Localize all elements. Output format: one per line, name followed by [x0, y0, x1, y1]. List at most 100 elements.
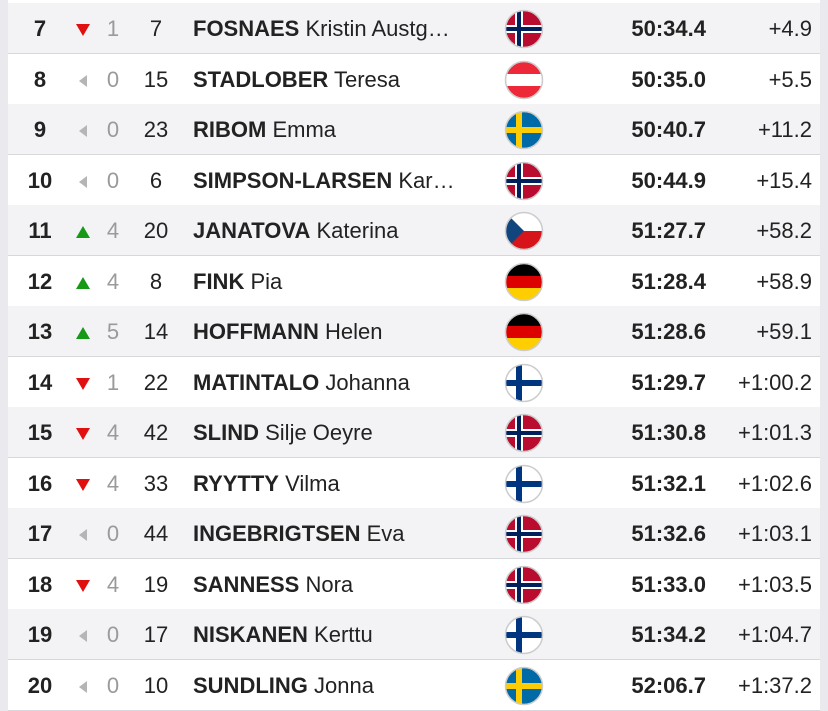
surname: HOFFMANN	[193, 319, 319, 344]
rank-change: 4	[106, 218, 120, 243]
rank-change: 0	[106, 521, 120, 546]
rank: 19	[27, 622, 53, 647]
bib: 33	[143, 470, 169, 496]
result-row[interactable]: 8 0 15 STADLOBER Teresa 50:35.0 +5.5	[8, 54, 820, 105]
result-row[interactable]: 7 1 7 FOSNAES Kristin Austg… 50:34.4 +4.9	[8, 3, 820, 54]
flag	[504, 565, 544, 604]
athlete-name: MATINTALO Johanna	[193, 369, 410, 395]
time: 50:35.0	[631, 66, 706, 92]
flag	[504, 666, 544, 705]
rank-change: 4	[106, 571, 120, 597]
given-name: Emma	[272, 117, 337, 142]
flag	[504, 413, 544, 453]
surname: FINK	[193, 268, 245, 294]
rank-change: 0	[106, 167, 120, 193]
result-row[interactable]: 13 5 14 HOFFMANN Helen 51:28.6 +59.1	[8, 306, 820, 357]
surname: RIBOM	[193, 117, 267, 142]
result-row[interactable]: 15 4 42 SLIND Silje Oeyre 51:30.8 +1:01.3	[8, 407, 820, 458]
time: 52:06.7	[631, 672, 706, 698]
surname: INGEBRIGTSEN	[193, 521, 361, 546]
time: 50:44.9	[631, 167, 706, 193]
surname: FOSNAES	[193, 16, 300, 41]
result-row[interactable]: 11 4 20 JANATOVA Katerina 51:27.7 +58.2	[8, 205, 820, 256]
time: 51:29.7	[631, 369, 706, 395]
bib: 10	[143, 672, 169, 698]
trend-arrow	[76, 226, 90, 238]
bib: 8	[149, 268, 163, 294]
time: 50:34.4	[631, 16, 706, 41]
bib: 17	[143, 622, 169, 647]
flag	[504, 363, 544, 402]
flag	[504, 211, 544, 251]
athlete-name: RYYTTY Vilma	[193, 470, 340, 496]
rank-change: 0	[106, 622, 120, 647]
athlete-name: SIMPSON-LARSEN Kar…	[193, 167, 455, 193]
rank: 11	[28, 218, 52, 243]
given-name: Helen	[325, 319, 383, 344]
time: 51:32.1	[631, 470, 706, 496]
rank-change: 5	[106, 319, 120, 344]
rank: 15	[27, 420, 53, 445]
bib: 14	[143, 319, 169, 344]
bib: 20	[143, 218, 169, 243]
flag	[504, 615, 544, 655]
result-row[interactable]: 14 1 22 MATINTALO Johanna 51:29.7 +1:00.2	[8, 357, 820, 408]
time-behind: +11.2	[757, 117, 812, 142]
trend-arrow	[79, 175, 87, 188]
surname: SLIND	[193, 420, 259, 445]
rank: 9	[33, 117, 47, 142]
rank: 20	[27, 672, 53, 698]
given-name: Eva	[366, 521, 405, 546]
time-behind: +1:01.3	[737, 420, 812, 445]
athlete-name: RIBOM Emma	[193, 118, 336, 142]
surname: MATINTALO	[193, 369, 320, 395]
rank: 16	[27, 470, 53, 496]
rank: 8	[33, 66, 47, 92]
result-row[interactable]: 9 0 23 RIBOM Emma 50:40.7 +11.2	[8, 104, 820, 155]
surname: SANNESS	[193, 571, 300, 597]
rank-change: 4	[106, 420, 120, 445]
given-name: Katerina	[316, 218, 399, 243]
result-row[interactable]: 20 0 10 SUNDLING Jonna 52:06.7 +1:37.2	[8, 660, 820, 711]
given-name: Vilma	[285, 470, 340, 496]
given-name: Kar…	[398, 167, 455, 193]
bib: 19	[143, 571, 169, 597]
trend-arrow	[76, 24, 90, 36]
surname: SUNDLING	[193, 672, 308, 698]
flag	[504, 514, 544, 554]
rank: 17	[27, 521, 53, 546]
time: 50:40.7	[631, 117, 706, 142]
athlete-name: SANNESS Nora	[193, 571, 353, 597]
surname: RYYTTY	[193, 470, 279, 496]
athlete-name: HOFFMANN Helen	[193, 320, 382, 344]
bib: 7	[149, 16, 163, 41]
trend-arrow	[76, 327, 90, 339]
result-row[interactable]: 16 4 33 RYYTTY Vilma 51:32.1 +1:02.6	[8, 458, 820, 509]
time-behind: +58.9	[756, 268, 812, 294]
flag	[504, 161, 544, 200]
rank-change: 0	[106, 66, 120, 92]
athlete-name: JANATOVA Katerina	[193, 219, 398, 243]
time: 51:30.8	[631, 420, 706, 445]
trend-arrow	[79, 680, 87, 693]
rank: 12	[27, 268, 53, 294]
result-row[interactable]: 18 4 19 SANNESS Nora 51:33.0 +1:03.5	[8, 559, 820, 610]
time: 51:28.4	[631, 268, 706, 294]
time-behind: +1:04.7	[737, 622, 812, 647]
time: 51:32.6	[631, 521, 706, 546]
flag	[504, 312, 544, 352]
given-name: Johanna	[325, 369, 410, 395]
time-behind: +15.4	[756, 167, 812, 193]
result-row[interactable]: 17 0 44 INGEBRIGTSEN Eva 51:32.6 +1:03.1	[8, 508, 820, 559]
surname: STADLOBER	[193, 66, 329, 92]
flag	[504, 464, 544, 503]
trend-arrow	[76, 478, 90, 491]
result-row[interactable]: 10 0 6 SIMPSON-LARSEN Kar… 50:44.9 +15.4	[8, 155, 820, 206]
result-row[interactable]: 19 0 17 NISKANEN Kerttu 51:34.2 +1:04.7	[8, 609, 820, 660]
time-behind: +1:00.2	[737, 369, 812, 395]
athlete-name: NISKANEN Kerttu	[193, 623, 373, 647]
rank: 7	[33, 16, 47, 41]
time-behind: +4.9	[768, 16, 812, 41]
result-row[interactable]: 12 4 8 FINK Pia 51:28.4 +58.9	[8, 256, 820, 307]
time-behind: +1:37.2	[737, 672, 812, 698]
